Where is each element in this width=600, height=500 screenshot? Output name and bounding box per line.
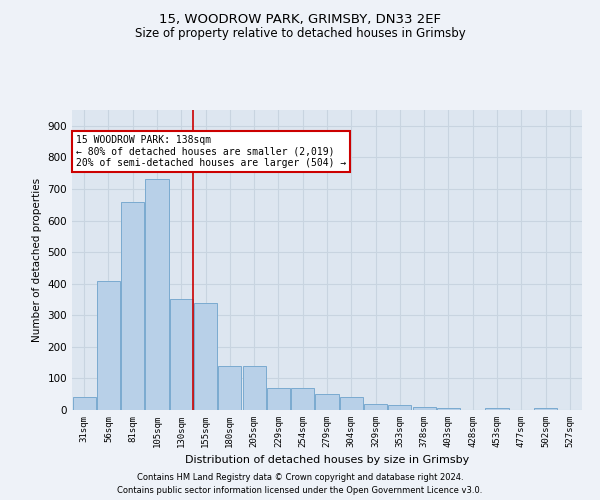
Bar bbox=[340, 398, 363, 410]
X-axis label: Distribution of detached houses by size in Grimsby: Distribution of detached houses by size … bbox=[185, 456, 469, 466]
Bar bbox=[437, 408, 460, 410]
Bar bbox=[534, 408, 557, 410]
Y-axis label: Number of detached properties: Number of detached properties bbox=[32, 178, 42, 342]
Text: 15, WOODROW PARK, GRIMSBY, DN33 2EF: 15, WOODROW PARK, GRIMSBY, DN33 2EF bbox=[159, 12, 441, 26]
Bar bbox=[194, 302, 217, 410]
Bar bbox=[242, 366, 266, 410]
Bar bbox=[267, 388, 290, 410]
Bar bbox=[218, 366, 241, 410]
Bar bbox=[291, 388, 314, 410]
Text: Contains public sector information licensed under the Open Government Licence v3: Contains public sector information licen… bbox=[118, 486, 482, 495]
Bar bbox=[485, 408, 509, 410]
Bar bbox=[388, 406, 412, 410]
Bar bbox=[316, 394, 338, 410]
Bar bbox=[364, 404, 387, 410]
Bar bbox=[97, 280, 120, 410]
Text: Contains HM Land Registry data © Crown copyright and database right 2024.: Contains HM Land Registry data © Crown c… bbox=[137, 474, 463, 482]
Bar bbox=[413, 407, 436, 410]
Bar bbox=[121, 202, 144, 410]
Text: 15 WOODROW PARK: 138sqm
← 80% of detached houses are smaller (2,019)
20% of semi: 15 WOODROW PARK: 138sqm ← 80% of detache… bbox=[76, 136, 346, 168]
Bar bbox=[170, 300, 193, 410]
Bar bbox=[73, 398, 95, 410]
Text: Size of property relative to detached houses in Grimsby: Size of property relative to detached ho… bbox=[134, 28, 466, 40]
Bar bbox=[145, 180, 169, 410]
